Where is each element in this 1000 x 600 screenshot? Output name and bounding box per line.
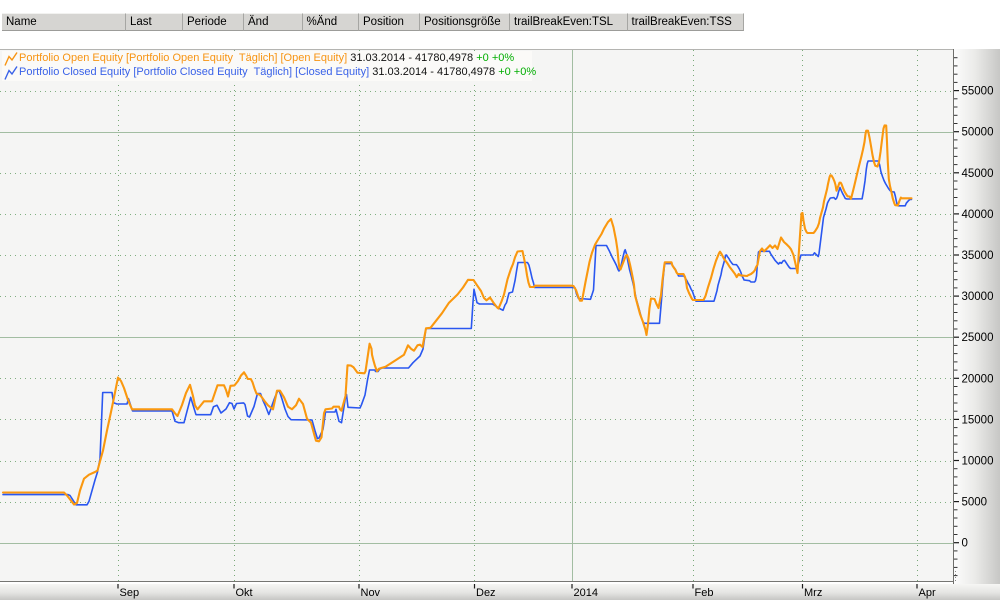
- svg-text:25000: 25000: [962, 332, 994, 344]
- svg-text:Feb: Feb: [695, 587, 714, 599]
- svg-text:55000: 55000: [962, 86, 994, 98]
- svg-text:10000: 10000: [962, 456, 994, 468]
- svg-text:2014: 2014: [574, 587, 598, 599]
- svg-text:Nov: Nov: [361, 587, 381, 599]
- svg-text:Sep: Sep: [120, 587, 140, 599]
- svg-text:30000: 30000: [962, 291, 994, 303]
- svg-text:40000: 40000: [962, 209, 994, 221]
- svg-text:Mrz: Mrz: [804, 587, 822, 599]
- svg-text:0: 0: [962, 538, 968, 550]
- svg-text:Dez: Dez: [476, 587, 496, 599]
- svg-text:Okt: Okt: [236, 587, 253, 599]
- svg-text:15000: 15000: [962, 414, 994, 426]
- svg-text:35000: 35000: [962, 250, 994, 262]
- svg-text:50000: 50000: [962, 127, 994, 139]
- svg-text:Apr: Apr: [919, 587, 936, 599]
- svg-text:20000: 20000: [962, 373, 994, 385]
- svg-text:5000: 5000: [962, 497, 988, 509]
- svg-text:45000: 45000: [962, 168, 994, 180]
